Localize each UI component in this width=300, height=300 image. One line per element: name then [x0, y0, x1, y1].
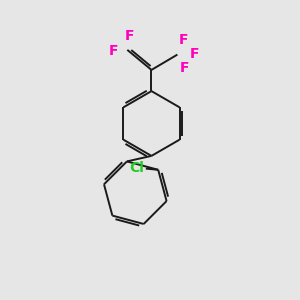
Text: F: F — [108, 44, 118, 58]
Text: F: F — [179, 33, 189, 47]
Text: F: F — [125, 29, 134, 43]
Text: F: F — [180, 61, 190, 75]
Text: F: F — [190, 47, 199, 61]
Text: Cl: Cl — [130, 161, 144, 175]
